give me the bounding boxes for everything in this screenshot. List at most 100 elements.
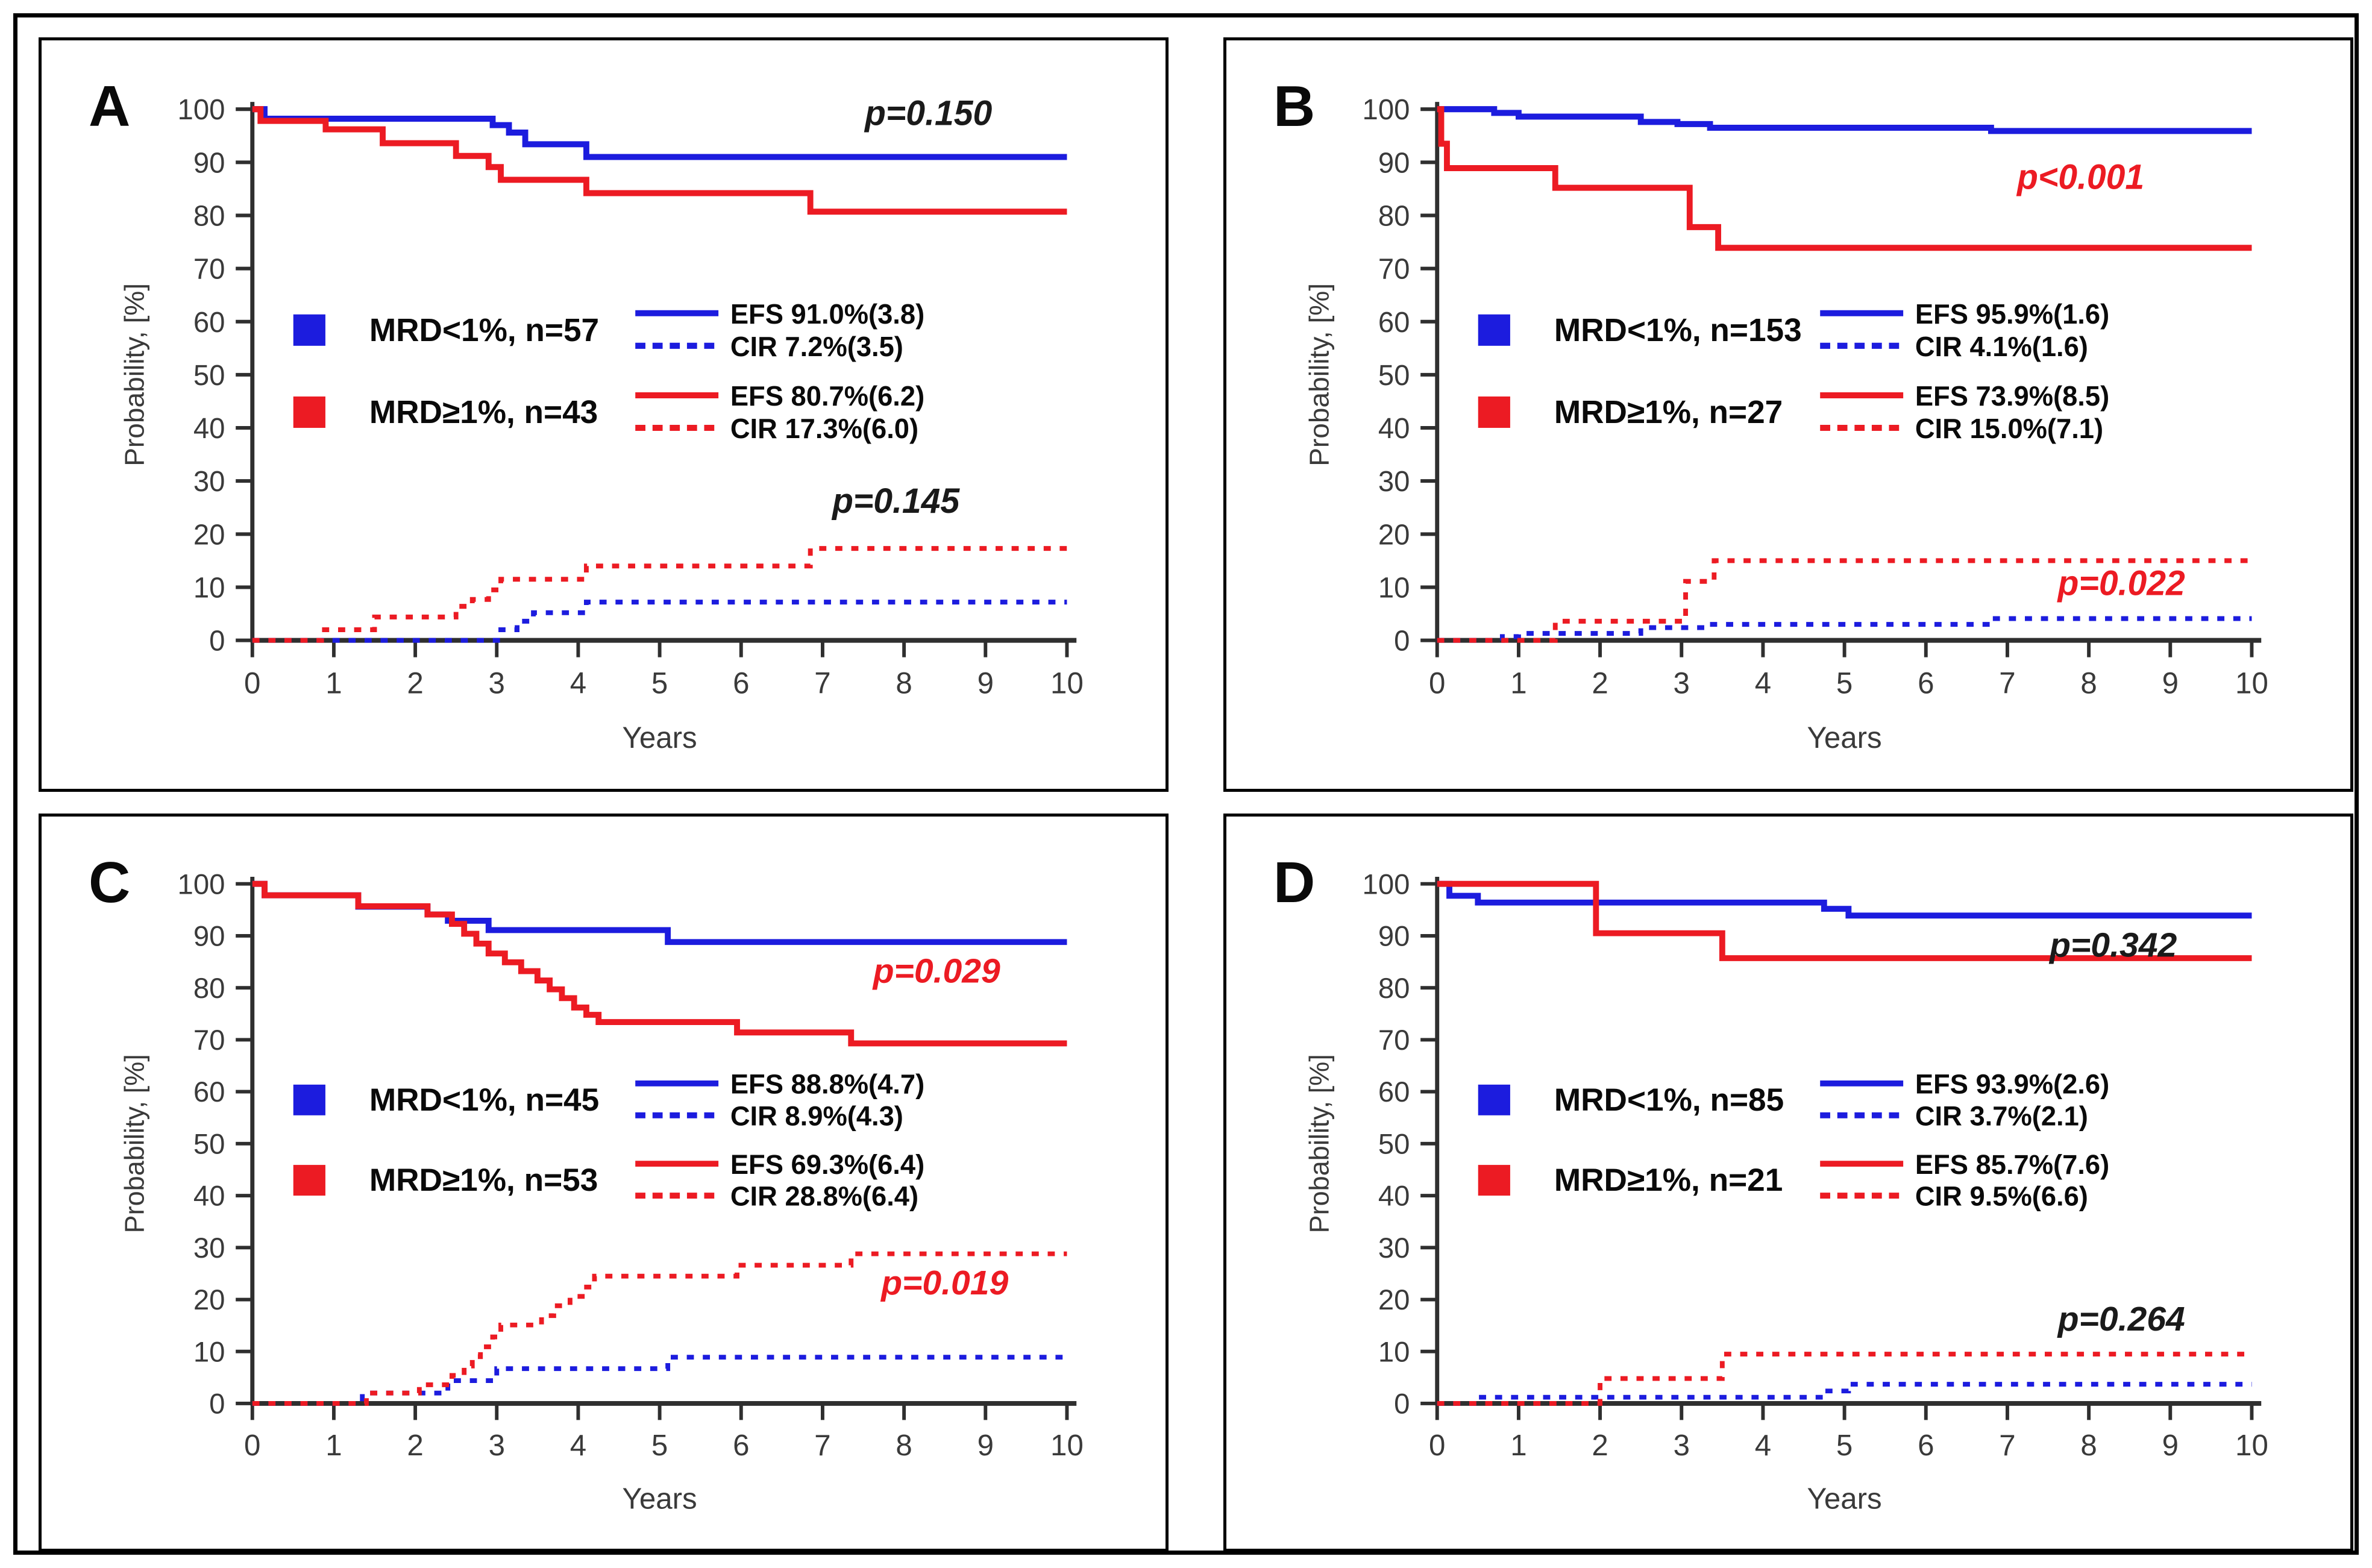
x-tick-label: 1: [325, 666, 342, 700]
y-tick-label: 30: [193, 1232, 225, 1264]
panel-d: 0 10 20 30 40 50 60 70 80 90 100 0 1 2 3 4 5 6 7 8 9 10 Years P…: [1223, 814, 2353, 1552]
p-value-annotation: p=0.264: [2057, 1300, 2185, 1338]
x-axis-title: Years: [1807, 721, 1882, 754]
x-tick-label: 4: [570, 1429, 586, 1462]
y-tick-label: 90: [193, 920, 225, 952]
efs-mrd-lt1-curve: [252, 880, 1067, 946]
x-tick-label: 3: [489, 1429, 505, 1462]
y-tick-label: 10: [1378, 572, 1410, 604]
p-value-annotation: p<0.001: [2016, 158, 2144, 197]
cir-mrd-lt1-curve: [1437, 616, 2252, 643]
x-tick-label: 6: [733, 666, 749, 700]
y-tick-label: 90: [1378, 147, 1410, 179]
y-tick-label: 10: [1378, 1336, 1410, 1368]
x-tick-label: 7: [814, 666, 830, 700]
x-tick-label: 3: [1674, 666, 1690, 700]
p-value-annotation: p=0.022: [2057, 564, 2185, 603]
panel-b: 0 10 20 30 40 50 60 70 80 90 100 0 1 2 3 4 5 6 7 8 9 10 Years P…: [1223, 37, 2353, 792]
x-tick-label: 6: [1918, 666, 1934, 700]
y-tick-label: 0: [209, 625, 225, 657]
panel-c: 0 10 20 30 40 50 60 70 80 90 100 0 1 2 3 4 5 6 7 8 9 10 Years P…: [39, 814, 1169, 1552]
x-tick-label: 0: [244, 1429, 260, 1462]
x-tick-label: 1: [1510, 1429, 1526, 1462]
efs-mrd-ge1-curve: [252, 106, 1067, 215]
km-chart-c: 0 10 20 30 40 50 60 70 80 90 100 0 1 2 3 4 5 6 7 8 9 10 Years P…: [119, 868, 1084, 1515]
y-tick-label: 80: [193, 972, 225, 1004]
x-tick-label: 2: [1592, 1429, 1608, 1462]
cir-mrd-lt1-curve: [252, 600, 1067, 643]
legend-group-label: MRD≥1%, n=43: [369, 394, 598, 430]
y-tick-label: 0: [1394, 625, 1410, 657]
x-tick-label: 7: [1999, 1429, 2015, 1462]
x-tick-label: 2: [407, 1429, 423, 1462]
x-tick-label: 5: [651, 666, 668, 700]
y-tick-label: 40: [193, 413, 225, 445]
x-tick-label: 4: [1755, 1429, 1771, 1462]
legend-swatch-blue: [1478, 314, 1510, 346]
x-tick-label: 8: [2080, 1429, 2097, 1462]
y-axis-title: Probability, [%]: [119, 1054, 149, 1233]
x-tick-label: 0: [1429, 666, 1445, 700]
x-tick-label: 10: [2235, 1429, 2268, 1462]
legend-entry-label: CIR 9.5%(6.6): [1915, 1181, 2088, 1212]
x-tick-label: 10: [1050, 1429, 1084, 1462]
legend-entry-label: CIR 28.8%(6.4): [730, 1181, 918, 1212]
y-tick-label: 70: [1378, 1024, 1410, 1056]
panel-a-letter: A: [89, 74, 131, 139]
x-tick-label: 7: [814, 1429, 830, 1462]
p-value-annotation: p=0.145: [831, 482, 960, 521]
y-tick-label: 90: [193, 147, 225, 179]
x-tick-label: 4: [570, 666, 586, 700]
efs-mrd-ge1-curve: [1437, 880, 2252, 961]
y-tick-label: 90: [1378, 920, 1410, 952]
cir-mrd-lt1-curve: [252, 1355, 1067, 1406]
y-tick-label: 30: [1378, 466, 1410, 498]
p-value-annotation: p=0.029: [872, 952, 1001, 991]
y-tick-label: 50: [193, 1128, 225, 1160]
x-tick-label: 7: [1999, 666, 2015, 700]
efs-mrd-lt1-curve: [252, 106, 1067, 160]
y-tick-label: 80: [193, 200, 225, 232]
p-value-annotation: p=0.019: [880, 1264, 1009, 1302]
legend-group-label: MRD≥1%, n=21: [1554, 1162, 1783, 1198]
legend-swatch-red: [293, 1165, 325, 1196]
x-tick-label: 10: [1050, 666, 1084, 700]
y-tick-label: 70: [193, 253, 225, 285]
y-tick-label: 0: [1394, 1388, 1410, 1420]
y-tick-label: 40: [1378, 1180, 1410, 1212]
legend-entry-label: CIR 7.2%(3.5): [730, 331, 903, 362]
legend-entry-label: CIR 17.3%(6.0): [730, 413, 918, 444]
x-axis-title: Years: [623, 1482, 697, 1515]
efs-mrd-ge1-curve: [1437, 106, 2252, 251]
legend-group-label: MRD<1%, n=153: [1554, 312, 1802, 348]
y-axis-title: Probability, [%]: [1304, 1054, 1334, 1233]
y-tick-label: 80: [1378, 972, 1410, 1004]
x-tick-label: 8: [896, 666, 912, 700]
cir-mrd-lt1-curve: [1437, 1382, 2252, 1406]
x-tick-label: 5: [651, 1429, 668, 1462]
km-chart-a: 0 10 20 30 40 50 60 70 80 90 100 0 1 2 3 4 5 6 7 8 9 10 Years P…: [119, 94, 1084, 754]
legend-swatch-red: [293, 396, 325, 428]
x-tick-label: 9: [977, 1429, 994, 1462]
legend-group-label: MRD<1%, n=57: [369, 312, 599, 348]
cir-mrd-ge1-curve: [1437, 1352, 2252, 1406]
legend-entry-label: EFS 73.9%(8.5): [1915, 381, 2109, 412]
x-tick-label: 4: [1755, 666, 1771, 700]
legend-entry-label: EFS 80.7%(6.2): [730, 381, 924, 412]
legend-group-label: MRD≥1%, n=53: [369, 1162, 598, 1198]
legend-swatch-red: [1478, 1165, 1510, 1196]
y-tick-label: 0: [209, 1388, 225, 1420]
legend-entry-label: CIR 3.7%(2.1): [1915, 1101, 2088, 1132]
y-tick-label: 40: [193, 1180, 225, 1212]
y-tick-label: 20: [193, 1284, 225, 1316]
y-tick-label: 20: [193, 519, 225, 551]
y-tick-label: 40: [1378, 413, 1410, 445]
legend-swatch-blue: [293, 1084, 325, 1115]
cir-mrd-ge1-curve: [252, 546, 1067, 643]
x-tick-label: 0: [244, 666, 260, 700]
legend-swatch-blue: [293, 314, 325, 346]
legend-entry-label: EFS 95.9%(1.6): [1915, 298, 2109, 329]
x-axis-title: Years: [1807, 1482, 1882, 1515]
efs-mrd-lt1-curve: [1437, 880, 2252, 919]
legend-swatch-blue: [1478, 1084, 1510, 1115]
